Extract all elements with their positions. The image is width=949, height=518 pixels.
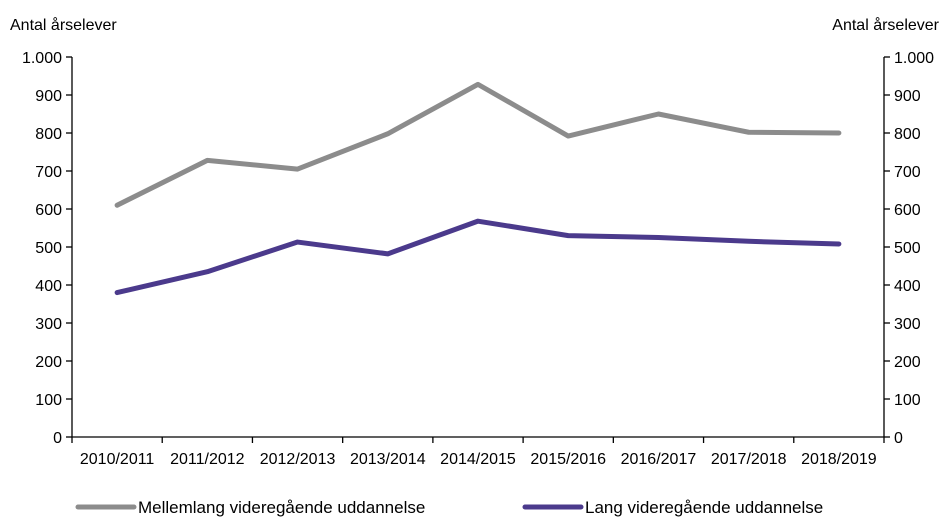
- y-tick-label-left: 200: [35, 354, 62, 371]
- y-tick-label-right: 800: [894, 126, 921, 143]
- y-tick-label-right: 100: [894, 392, 921, 409]
- y-tick-label-right: 400: [894, 278, 921, 295]
- y-tick-label-left: 900: [35, 88, 62, 105]
- y-tick-label-left: 100: [35, 392, 62, 409]
- y-tick-label-right: 200: [894, 354, 921, 371]
- x-tick-label: 2012/2013: [260, 451, 336, 468]
- y-tick-label-right: 300: [894, 316, 921, 333]
- y-axis-title-left: Antal årselever: [10, 16, 117, 34]
- y-tick-label-right: 600: [894, 202, 921, 219]
- x-tick-label: 2015/2016: [530, 451, 606, 468]
- y-tick-label-left: 700: [35, 164, 62, 181]
- x-tick-label: 2010/2011: [80, 451, 155, 468]
- x-tick-label: 2011/2012: [170, 451, 245, 468]
- y-tick-label-right: 0: [894, 430, 903, 447]
- y-tick-label-left: 0: [53, 430, 62, 447]
- y-tick-label-left: 300: [35, 316, 62, 333]
- x-tick-label: 2013/2014: [350, 451, 426, 468]
- y-tick-label-left: 600: [35, 202, 62, 219]
- y-tick-label-right: 700: [894, 164, 921, 181]
- x-tick-label: 2016/2017: [621, 451, 697, 468]
- y-tick-label-left: 1.000: [22, 50, 62, 67]
- series-lines: [114, 81, 842, 296]
- y-tick-label-right: 900: [894, 88, 921, 105]
- series-line-2: [114, 218, 842, 296]
- series-line-1: [114, 81, 842, 208]
- legend-label-1: Mellemlang videregående uddannelse: [138, 498, 425, 517]
- y-tick-label-left: 400: [35, 278, 62, 295]
- axes: 0 0 100 100 200 200 300 300 400 400 500 500 600 600 70…: [22, 50, 934, 468]
- x-tick-label: 2017/2018: [711, 451, 787, 468]
- legend: Mellemlang videregående uddannelse Lang v…: [75, 498, 823, 517]
- legend-label-2: Lang videregående uddannelse: [585, 498, 823, 517]
- y-tick-label-left: 800: [35, 126, 62, 143]
- y-axis-title-right: Antal årselever: [832, 16, 939, 34]
- y-tick-label-right: 1.000: [894, 50, 934, 67]
- y-tick-label-left: 500: [35, 240, 62, 257]
- x-tick-label: 2018/2019: [801, 451, 877, 468]
- x-tick-label: 2014/2015: [440, 451, 516, 468]
- y-tick-label-right: 500: [894, 240, 921, 257]
